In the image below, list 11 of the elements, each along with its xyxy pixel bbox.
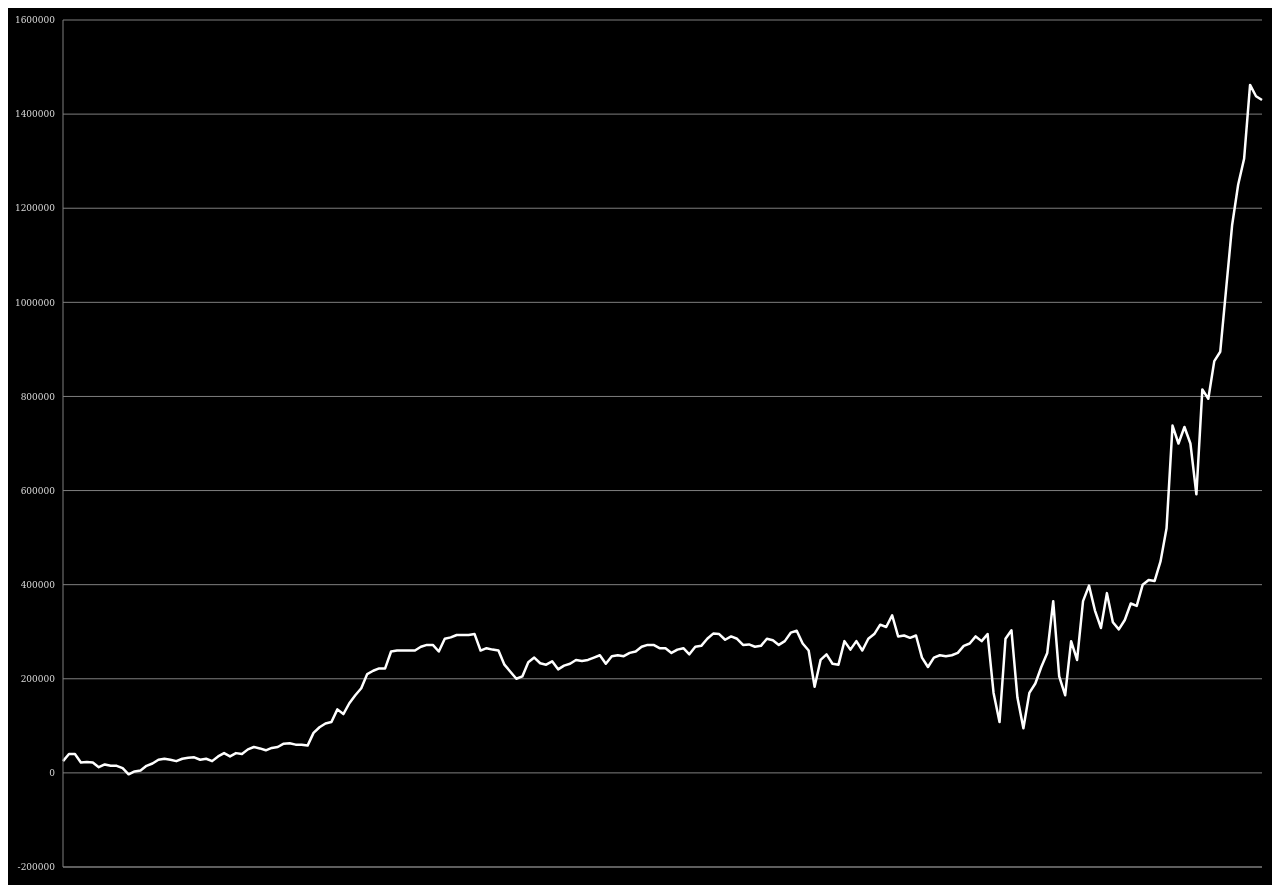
- y-tick-label: 1600000: [14, 15, 56, 26]
- y-tick-label: 400000: [20, 579, 56, 590]
- y-tick-label: 800000: [20, 391, 56, 402]
- line-series: [61, 83, 1264, 776]
- y-tick-label: 1000000: [14, 297, 56, 308]
- y-tick-label: 1400000: [14, 109, 56, 120]
- y-tick-label: 0: [49, 768, 56, 779]
- y-tick-label: 200000: [20, 673, 56, 684]
- y-tick-label: 600000: [20, 485, 56, 496]
- y-tick-label: 1200000: [14, 203, 56, 214]
- y-tick-label: -200000: [17, 862, 56, 873]
